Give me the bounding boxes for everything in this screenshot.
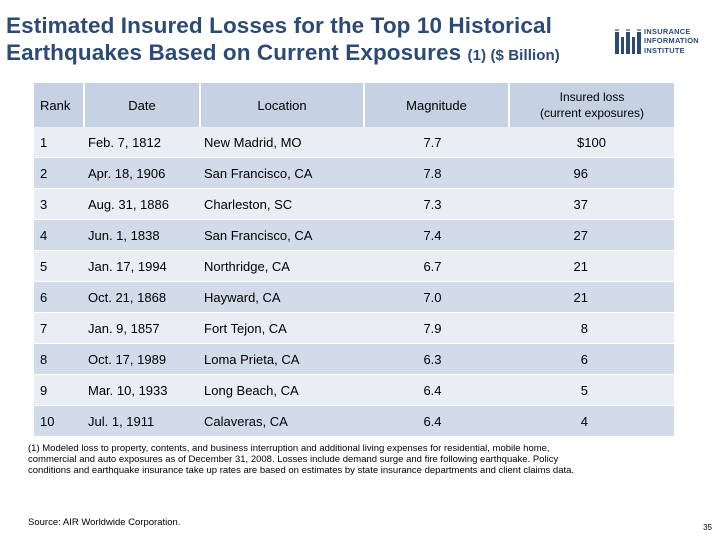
iii-logo: INSURANCE INFORMATION INSTITUTE: [614, 26, 714, 58]
title-line-1: Estimated Insured Losses for the Top 10 …: [6, 13, 552, 38]
cell-date: Jan. 9, 1857: [84, 312, 200, 344]
cell-location: Northridge, CA: [200, 250, 364, 282]
cell-location: San Francisco, CA: [200, 157, 364, 189]
cell-insured-loss: 8: [509, 312, 674, 344]
table-row: 10 Jul. 1, 1911 Calaveras, CA 6.4 4: [34, 405, 674, 437]
table-row: 5 Jan. 17, 1994 Northridge, CA 6.7 21: [34, 250, 674, 282]
cell-location: Charleston, SC: [200, 188, 364, 220]
table-row: 7 Jan. 9, 1857 Fort Tejon, CA 7.9 8: [34, 312, 674, 344]
cell-rank: 8: [34, 343, 84, 375]
cell-location: Calaveras, CA: [200, 405, 364, 437]
header-rank: Rank: [34, 83, 85, 127]
cell-insured-loss: 21: [509, 281, 674, 313]
footnote: (1) Modeled loss to property, contents, …: [28, 443, 575, 477]
cell-insured-loss: 96: [509, 157, 674, 189]
cell-location: Long Beach, CA: [200, 374, 364, 406]
page-number: 35: [703, 523, 712, 532]
cell-magnitude: 7.9: [364, 312, 509, 344]
table-row: 3 Aug. 31, 1886 Charleston, SC 7.3 37: [34, 188, 674, 220]
cell-date: Jan. 17, 1994: [84, 250, 200, 282]
cell-insured-loss: 5: [509, 374, 674, 406]
cell-insured-loss: 21: [509, 250, 674, 282]
cell-insured-loss: 4: [509, 405, 674, 437]
cell-magnitude: 7.7: [364, 127, 509, 158]
cell-rank: 6: [34, 281, 84, 313]
header-loss-line-2: (current exposures): [539, 106, 645, 120]
cell-date: Oct. 17, 1989: [84, 343, 200, 375]
cell-date: Aug. 31, 1886: [84, 188, 200, 220]
logo-line-1: INSURANCE: [644, 27, 691, 36]
cell-location: Loma Prieta, CA: [200, 343, 364, 375]
cell-date: Feb. 7, 1812: [84, 127, 200, 158]
cell-magnitude: 6.4: [364, 374, 509, 406]
table-row: 2 Apr. 18, 1906 San Francisco, CA 7.8 96: [34, 157, 674, 189]
data-table: Rank Date Location Magnitude Insured los…: [34, 83, 674, 437]
header-magnitude: Magnitude: [364, 83, 510, 127]
cell-magnitude: 6.3: [364, 343, 509, 375]
cell-location: Fort Tejon, CA: [200, 312, 364, 344]
logo-line-3: INSTITUTE: [644, 45, 685, 55]
table-row: 1 Feb. 7, 1812 New Madrid, MO 7.7 $100: [34, 127, 674, 158]
header-loss-line-1: Insured loss: [559, 90, 625, 104]
cell-insured-loss: 37: [509, 188, 674, 220]
cell-date: Oct. 21, 1868: [84, 281, 200, 313]
title-suffix: (1) ($ Billion): [467, 47, 560, 64]
cell-rank: 5: [34, 250, 84, 282]
header-insured-loss: Insured loss (current exposures): [509, 83, 674, 127]
cell-rank: 3: [34, 188, 84, 220]
cell-magnitude: 6.7: [364, 250, 509, 282]
table-body: 1 Feb. 7, 1812 New Madrid, MO 7.7 $100 2…: [34, 127, 674, 437]
cell-rank: 4: [34, 219, 84, 251]
iii-logo-text: INSURANCE INFORMATION INSTITUTE: [644, 27, 699, 55]
table-header-row: Rank Date Location Magnitude Insured los…: [34, 83, 674, 127]
cell-magnitude: 7.3: [364, 188, 509, 220]
cell-date: Mar. 10, 1933: [84, 374, 200, 406]
source-note: Source: AIR Worldwide Corporation.: [28, 517, 181, 528]
table-row: 6 Oct. 21, 1868 Hayward, CA 7.0 21: [34, 281, 674, 313]
cell-rank: 7: [34, 312, 84, 344]
cell-rank: 10: [34, 405, 84, 437]
cell-location: Hayward, CA: [200, 281, 364, 313]
cell-location: New Madrid, MO: [200, 127, 364, 158]
cell-insured-loss: 27: [509, 219, 674, 251]
title-main: Earthquakes Based on Current Exposures: [6, 40, 462, 65]
title-line-2: Earthquakes Based on Current Exposures (…: [6, 39, 616, 69]
header-date: Date: [84, 83, 201, 127]
iii-logo-icon: [615, 29, 641, 54]
cell-date: Jun. 1, 1838: [84, 219, 200, 251]
page-title: Estimated Insured Losses for the Top 10 …: [6, 12, 616, 69]
earthquake-losses-table: Rank Date Location Magnitude Insured los…: [34, 83, 674, 437]
cell-rank: 2: [34, 157, 84, 189]
cell-rank: 1: [34, 127, 84, 158]
cell-insured-loss: 6: [509, 343, 674, 375]
cell-magnitude: 7.0: [364, 281, 509, 313]
table-row: 9 Mar. 10, 1933 Long Beach, CA 6.4 5: [34, 374, 674, 406]
table-row: 8 Oct. 17, 1989 Loma Prieta, CA 6.3 6: [34, 343, 674, 375]
logo-line-2: INFORMATION: [644, 36, 699, 46]
cell-date: Jul. 1, 1911: [84, 405, 200, 437]
table-row: 4 Jun. 1, 1838 San Francisco, CA 7.4 27: [34, 219, 674, 251]
cell-rank: 9: [34, 374, 84, 406]
cell-magnitude: 7.8: [364, 157, 509, 189]
cell-insured-loss: $100: [509, 127, 674, 158]
cell-location: San Francisco, CA: [200, 219, 364, 251]
header-location: Location: [200, 83, 365, 127]
cell-magnitude: 7.4: [364, 219, 509, 251]
cell-magnitude: 6.4: [364, 405, 509, 437]
cell-date: Apr. 18, 1906: [84, 157, 200, 189]
